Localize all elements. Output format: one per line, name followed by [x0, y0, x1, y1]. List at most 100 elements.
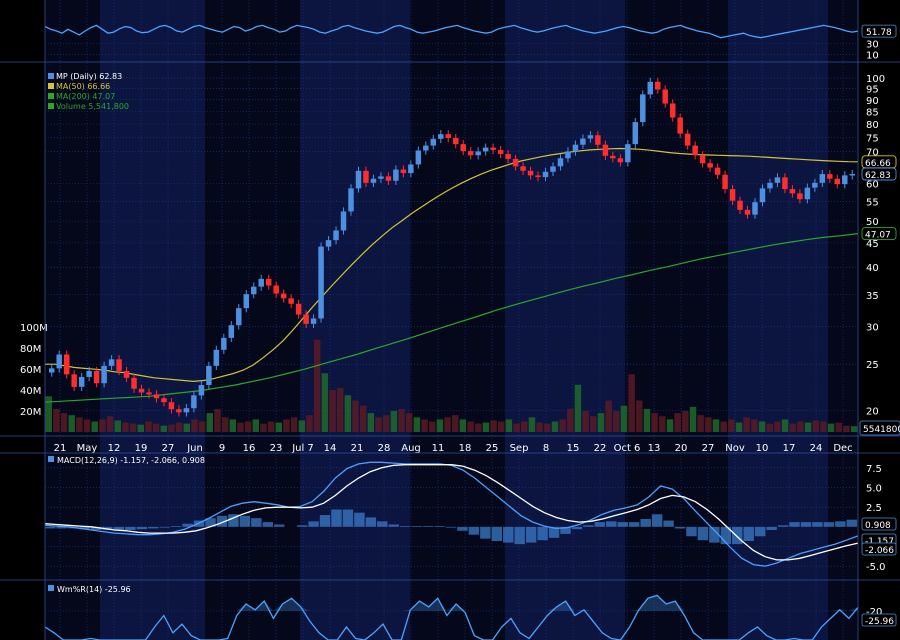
volume-bar [567, 408, 574, 432]
candle-body [221, 337, 227, 350]
wr-value-badge [861, 613, 897, 627]
candle-body [161, 398, 167, 403]
macd-histogram-bar [789, 522, 800, 527]
macd-histogram-bar [686, 526, 697, 537]
volume-tick: 40M [20, 386, 41, 397]
legend-entry: MA(200) 47.07 [56, 92, 115, 101]
candle-body [497, 149, 504, 155]
volume-bar [743, 417, 750, 432]
candle-body [617, 158, 624, 163]
price-candles [49, 77, 855, 417]
volume-bar [306, 415, 313, 432]
macd-histogram-bar [754, 526, 766, 537]
volume-bar [206, 413, 214, 432]
macd-histogram-bar [640, 518, 651, 527]
date-label: 19 [135, 443, 148, 454]
macd-histogram-bar [331, 509, 342, 527]
candle-body [767, 182, 773, 189]
date-label: 11 [432, 443, 445, 454]
candle-body [490, 147, 496, 150]
candle-body [460, 144, 466, 152]
candle-body [512, 158, 519, 167]
macd-histogram-bar [354, 512, 365, 527]
volume-bar [221, 417, 229, 432]
volume-bar [183, 423, 191, 432]
date-label: Sep [510, 443, 529, 454]
date-label: 20 [675, 443, 688, 454]
volume-bars [45, 339, 858, 432]
macd-histogram-bar [308, 521, 319, 527]
candle-body [131, 377, 137, 389]
candle-body [146, 392, 152, 395]
macd-y-tick: 5.0 [866, 483, 882, 494]
macd-histogram-bar [457, 526, 468, 531]
volume-last-label: 5541800 [863, 425, 900, 435]
candle-body [595, 135, 601, 145]
macd-histogram-bar [125, 526, 136, 530]
wr-value-label: -25.96 [865, 617, 894, 627]
date-label: 22 [594, 443, 607, 454]
price-tick: 25 [866, 360, 879, 371]
volume-bar [804, 422, 812, 432]
volume-bar [705, 417, 712, 432]
candle-body [707, 163, 713, 168]
price-badge-label: 47.07 [865, 231, 891, 241]
volume-bar [712, 419, 720, 432]
volume-bar [490, 420, 497, 432]
volume-bar [582, 411, 589, 432]
volume-bar [129, 423, 137, 432]
date-label: May [77, 443, 98, 454]
volume-bar [68, 415, 75, 432]
volume-bar [766, 423, 773, 432]
candle-body [116, 359, 122, 371]
volume-bar [321, 373, 329, 432]
candle-body [438, 134, 444, 139]
volume-bar [843, 425, 850, 432]
price-badge [861, 227, 897, 241]
macd-histogram-bar [800, 522, 812, 527]
date-label: 27 [162, 443, 175, 454]
volume-bar [99, 419, 106, 432]
wr-area [45, 595, 858, 611]
candle-body [662, 89, 668, 104]
volume-bar [275, 422, 283, 432]
volume-bar [597, 413, 605, 432]
price-tick: 95 [866, 85, 879, 96]
macd-histogram-bar [468, 526, 480, 535]
macd-histogram-bar [388, 524, 399, 527]
candle-body [714, 167, 721, 175]
candle-body [535, 175, 541, 178]
macd-histogram-bar [537, 526, 548, 541]
candle-body [632, 122, 639, 145]
candle-body [520, 166, 526, 171]
volume-bar [45, 396, 52, 432]
macd-histogram-bar [491, 526, 503, 542]
volume-bar [751, 419, 758, 432]
macd-histogram-bar [617, 522, 628, 527]
macd-y-tick: 7.5 [866, 464, 882, 475]
macd-histogram-bar [90, 526, 102, 530]
macd-histogram-bar [399, 526, 411, 527]
month-band [728, 0, 828, 640]
volume-bar [191, 419, 198, 432]
volume-bar [850, 426, 858, 432]
macd-histogram-bar [571, 526, 583, 530]
candle-body [453, 137, 459, 145]
volume-bar [628, 374, 635, 432]
volume-bar [659, 416, 666, 432]
candle-body [669, 103, 676, 118]
macd-histogram-bar [732, 526, 743, 545]
volume-bar [122, 422, 129, 432]
volume-bar [145, 421, 152, 432]
volume-bar [536, 422, 543, 432]
candle-body [774, 177, 781, 183]
volume-tick: 20M [20, 407, 41, 418]
macd-histogram-bar [835, 521, 846, 527]
date-label: 18 [459, 443, 472, 454]
candle-body [378, 176, 384, 179]
date-label: Jun [186, 443, 203, 454]
candle-body [400, 169, 407, 174]
volume-bar [76, 417, 83, 432]
